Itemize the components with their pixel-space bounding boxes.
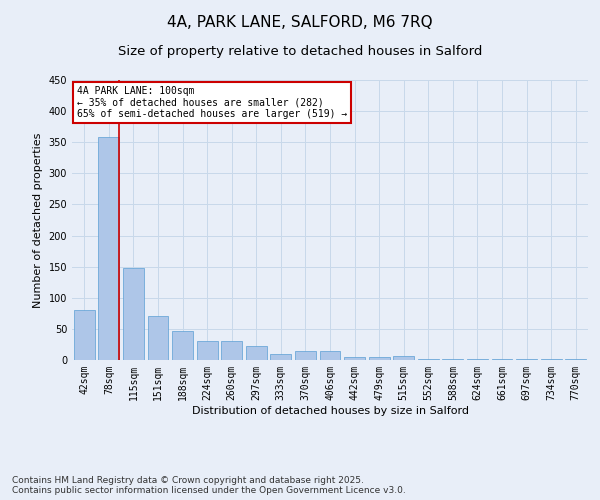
Bar <box>221 342 242 360</box>
Bar <box>368 357 389 360</box>
Bar <box>271 354 292 360</box>
Bar <box>123 268 144 360</box>
Bar <box>98 137 119 360</box>
Bar <box>344 357 365 360</box>
Text: 4A, PARK LANE, SALFORD, M6 7RQ: 4A, PARK LANE, SALFORD, M6 7RQ <box>167 15 433 30</box>
Bar <box>418 359 439 360</box>
Bar <box>295 352 316 360</box>
Y-axis label: Number of detached properties: Number of detached properties <box>33 132 43 308</box>
Bar <box>74 310 95 360</box>
Bar <box>393 356 414 360</box>
Text: Size of property relative to detached houses in Salford: Size of property relative to detached ho… <box>118 45 482 58</box>
Bar <box>148 316 169 360</box>
Bar <box>467 359 488 360</box>
Bar <box>442 359 463 360</box>
X-axis label: Distribution of detached houses by size in Salford: Distribution of detached houses by size … <box>191 406 469 415</box>
Bar <box>172 331 193 360</box>
Text: 4A PARK LANE: 100sqm
← 35% of detached houses are smaller (282)
65% of semi-deta: 4A PARK LANE: 100sqm ← 35% of detached h… <box>77 86 347 119</box>
Bar <box>197 342 218 360</box>
Text: Contains HM Land Registry data © Crown copyright and database right 2025.
Contai: Contains HM Land Registry data © Crown c… <box>12 476 406 495</box>
Bar <box>320 352 340 360</box>
Bar <box>246 346 267 360</box>
